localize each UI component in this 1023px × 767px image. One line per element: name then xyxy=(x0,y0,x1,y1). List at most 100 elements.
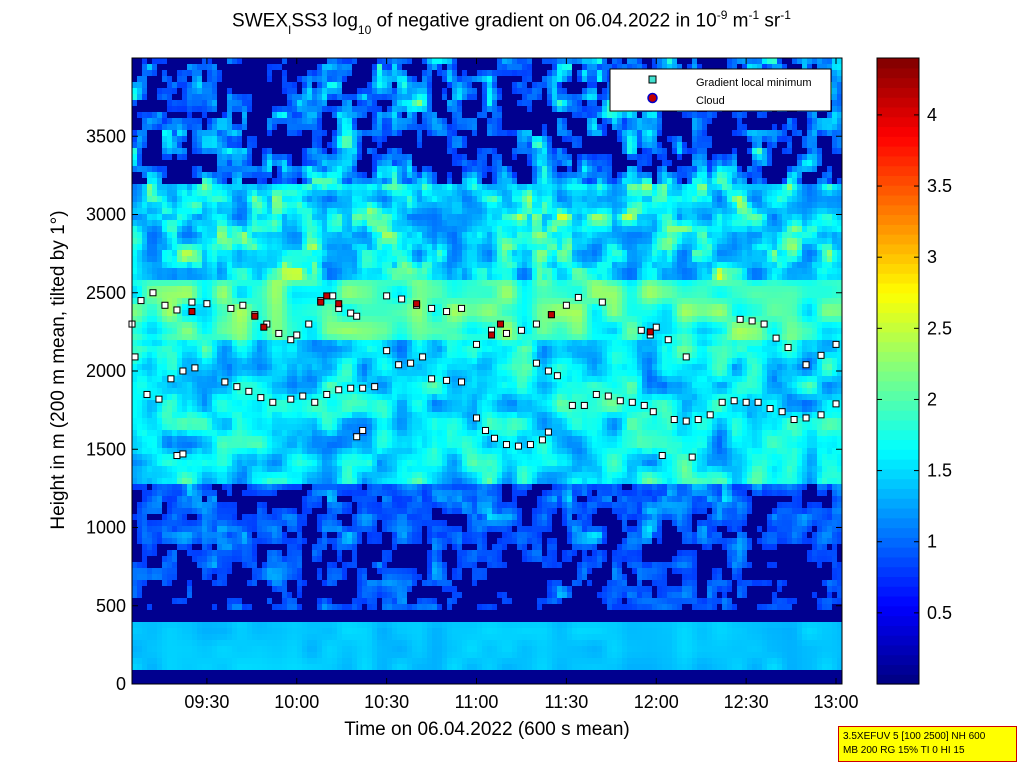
heatmap-cell xyxy=(417,346,422,352)
heatmap-cell xyxy=(252,376,257,382)
heatmap-cell xyxy=(327,418,332,424)
heatmap-cell xyxy=(357,484,362,490)
heatmap-cell xyxy=(297,580,302,586)
heatmap-cell xyxy=(387,592,392,598)
heatmap-cell xyxy=(257,304,262,310)
heatmap-cell xyxy=(257,412,262,418)
heatmap-cell xyxy=(182,268,187,274)
heatmap-cell xyxy=(307,214,312,220)
heatmap-cell xyxy=(367,424,372,430)
heatmap-cell xyxy=(142,214,147,220)
heatmap-cell xyxy=(232,652,237,658)
heatmap-cell xyxy=(177,322,182,328)
heatmap-cell xyxy=(357,94,362,100)
heatmap-cell xyxy=(217,280,222,286)
heatmap-cell xyxy=(372,358,377,364)
heatmap-cell xyxy=(192,184,197,190)
heatmap-cell xyxy=(152,166,157,172)
heatmap-cell xyxy=(297,478,302,484)
heatmap-cell xyxy=(382,334,387,340)
heatmap-cell xyxy=(352,244,357,250)
heatmap-cell xyxy=(397,190,402,196)
heatmap-cell xyxy=(262,316,267,322)
heatmap-cell xyxy=(412,166,417,172)
heatmap-cell xyxy=(252,184,257,190)
heatmap-cell xyxy=(267,340,272,346)
heatmap-cell xyxy=(382,190,387,196)
heatmap-cell xyxy=(307,436,312,442)
heatmap-cell xyxy=(317,88,322,94)
heatmap-cell xyxy=(352,184,357,190)
heatmap-cell xyxy=(372,436,377,442)
heatmap-cell xyxy=(372,400,377,406)
heatmap-cell xyxy=(197,478,202,484)
heatmap-cell xyxy=(342,436,347,442)
heatmap-cell xyxy=(342,160,347,166)
heatmap-cell xyxy=(307,262,312,268)
heatmap-cell xyxy=(302,106,307,112)
heatmap-cell xyxy=(247,142,252,148)
heatmap-cell xyxy=(342,646,347,652)
heatmap-cell xyxy=(312,286,317,292)
heatmap-cell xyxy=(187,292,192,298)
heatmap-cell xyxy=(402,376,407,382)
heatmap-cell xyxy=(202,424,207,430)
heatmap-cell xyxy=(307,328,312,334)
heatmap-cell xyxy=(162,364,167,370)
heatmap-cell xyxy=(392,268,397,274)
heatmap-cell xyxy=(382,496,387,502)
heatmap-cell xyxy=(332,418,337,424)
heatmap-cell xyxy=(217,652,222,658)
heatmap-cell xyxy=(187,286,192,292)
heatmap-cell xyxy=(417,472,422,478)
heatmap-cell xyxy=(377,328,382,334)
heatmap-cell xyxy=(167,574,172,580)
heatmap-cell xyxy=(292,340,297,346)
heatmap-cell xyxy=(277,316,282,322)
heatmap-cell xyxy=(337,664,342,670)
heatmap-cell xyxy=(397,646,402,652)
heatmap-cell xyxy=(382,640,387,646)
heatmap-cell xyxy=(277,370,282,376)
heatmap-cell xyxy=(407,82,412,88)
heatmap-cell xyxy=(187,466,192,472)
heatmap-cell xyxy=(377,112,382,118)
heatmap-cell xyxy=(232,364,237,370)
heatmap-cell xyxy=(317,466,322,472)
heatmap-cell xyxy=(312,358,317,364)
heatmap-cell xyxy=(362,274,367,280)
heatmap-cell xyxy=(152,238,157,244)
heatmap-cell xyxy=(397,292,402,298)
heatmap-cell xyxy=(297,472,302,478)
heatmap-cell xyxy=(197,106,202,112)
heatmap-cell xyxy=(142,556,147,562)
heatmap-cell xyxy=(287,598,292,604)
heatmap-cell xyxy=(392,76,397,82)
heatmap-cell xyxy=(207,286,212,292)
heatmap-cell xyxy=(417,364,422,370)
heatmap-cell xyxy=(302,334,307,340)
heatmap-cell xyxy=(282,268,287,274)
heatmap-cell xyxy=(332,562,337,568)
heatmap-cell xyxy=(362,358,367,364)
heatmap-cell xyxy=(317,82,322,88)
heatmap-cell xyxy=(262,568,267,574)
heatmap-cell xyxy=(382,430,387,436)
heatmap-cell xyxy=(387,238,392,244)
heatmap-cell xyxy=(262,640,267,646)
heatmap-cell xyxy=(362,622,367,628)
heatmap-cell xyxy=(222,364,227,370)
heatmap-cell xyxy=(292,388,297,394)
heatmap-cell xyxy=(222,130,227,136)
heatmap-cell xyxy=(377,490,382,496)
heatmap-cell xyxy=(167,382,172,388)
heatmap-cell xyxy=(232,304,237,310)
heatmap-cell xyxy=(172,412,177,418)
heatmap-cell xyxy=(377,460,382,466)
heatmap-cell xyxy=(132,628,137,634)
heatmap-cell xyxy=(137,154,142,160)
heatmap-cell xyxy=(397,460,402,466)
heatmap-cell xyxy=(367,388,372,394)
heatmap-cell xyxy=(372,88,377,94)
heatmap-cell xyxy=(252,442,257,448)
